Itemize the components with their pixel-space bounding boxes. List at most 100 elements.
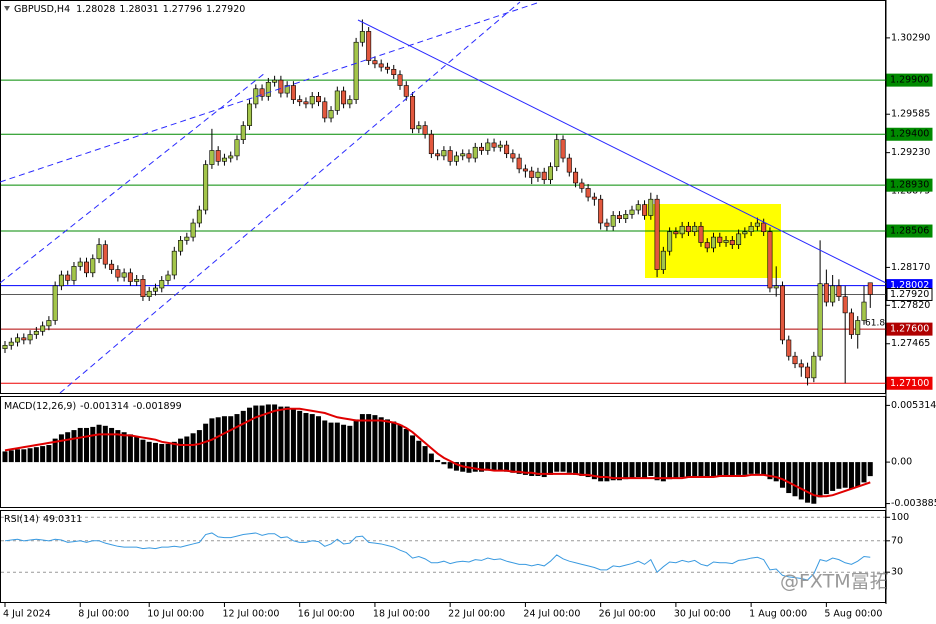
candle-body — [334, 90, 340, 111]
candle-body — [209, 150, 215, 165]
candle-body — [736, 233, 742, 245]
macd-bar — [90, 426, 96, 463]
rsi-title: RSI(14) 49.0311 — [4, 514, 82, 525]
candle-body — [792, 355, 798, 365]
chart-title: GBPUSD,H4 1.28028 1.28031 1.27796 1.27920 — [14, 4, 245, 15]
macd-bar — [861, 462, 867, 483]
macd-bar — [642, 462, 648, 479]
macd-bar — [585, 462, 591, 478]
macd-bar — [115, 430, 121, 463]
candle-body — [660, 250, 666, 270]
symbol: GBPUSD,H4 — [14, 4, 70, 15]
macd-value: -0.001314 — [80, 401, 129, 412]
macd-bar — [479, 462, 485, 472]
macd-bar — [384, 419, 390, 463]
macd-bar — [196, 430, 202, 463]
candle-body — [221, 157, 227, 162]
candle-body — [823, 283, 829, 303]
candle-body — [315, 96, 321, 103]
macd-bar — [278, 406, 284, 463]
candle-body — [848, 312, 854, 335]
x-tick-label: 5 Aug 00:00 — [824, 609, 882, 620]
candle-body — [554, 139, 560, 168]
macd-bar — [372, 415, 378, 463]
candle-body — [303, 101, 309, 105]
macd-bar — [33, 447, 39, 463]
macd-bar — [792, 462, 798, 497]
macd-bar — [855, 462, 861, 487]
candle-body — [616, 215, 622, 219]
candle-body — [692, 225, 698, 232]
y-tick-label: 100 — [891, 512, 909, 523]
candle-body — [466, 153, 472, 159]
macd-bar — [823, 462, 829, 495]
level-label: 1.29900 — [890, 75, 929, 86]
level-label: 1.28002 — [890, 280, 929, 291]
candle-body — [629, 209, 635, 215]
macd-name: MACD(12,26,9) — [4, 401, 76, 412]
candle-body — [391, 68, 397, 76]
candle-body — [453, 155, 459, 162]
macd-bar — [297, 410, 303, 463]
macd-bar — [328, 422, 334, 463]
macd-bar — [341, 424, 347, 463]
y-tick-label: -0.003885 — [891, 498, 936, 509]
macd-bar — [654, 462, 660, 481]
candle-body — [127, 272, 133, 282]
candle-body — [504, 144, 510, 155]
candle-body — [541, 171, 547, 181]
macd-bar — [667, 462, 673, 480]
candle-body — [786, 339, 792, 357]
y-tick-label: 1.27820 — [891, 300, 930, 311]
macd-bar — [604, 462, 610, 482]
candle-body — [579, 182, 585, 189]
plot-layer — [1, 19, 886, 581]
candle-body — [71, 266, 77, 281]
candle-body — [416, 125, 422, 130]
macd-bar — [428, 453, 434, 463]
candle-body — [817, 283, 823, 357]
macd-bar — [830, 462, 836, 491]
x-tick-label: 30 Jul 00:00 — [674, 609, 731, 620]
level-label: 1.29400 — [890, 129, 929, 140]
candle-body — [761, 222, 767, 232]
candle-body — [529, 170, 535, 178]
macd-bar — [673, 462, 679, 479]
candle-body — [717, 236, 723, 243]
macd-bar — [265, 404, 271, 463]
macd-bar — [58, 434, 64, 463]
macd-bar — [798, 462, 804, 500]
macd-bar — [397, 424, 403, 463]
macd-bar — [309, 414, 315, 463]
y-tick-label: 1.29585 — [891, 109, 930, 120]
candle-body — [134, 279, 140, 282]
candle-body — [773, 285, 779, 289]
x-tick-label: 22 Jul 00:00 — [448, 609, 505, 620]
candle-body — [309, 96, 315, 105]
candle-body — [642, 204, 648, 216]
macd-bar — [240, 410, 246, 463]
candle-body — [366, 31, 372, 61]
candle-body — [328, 110, 334, 119]
candle-body — [560, 139, 566, 159]
macd-bar — [660, 462, 666, 482]
macd-bar — [84, 427, 90, 463]
candle-body — [121, 272, 127, 278]
candle-body — [654, 198, 660, 270]
candle-body — [240, 125, 246, 140]
candle-body — [830, 285, 836, 303]
candle-body — [679, 225, 685, 235]
rsi-value: 49.0311 — [43, 514, 82, 525]
macd-bar — [378, 417, 384, 463]
x-tick-label: 18 Jul 00:00 — [373, 609, 430, 620]
symbol-icon — [4, 6, 10, 11]
macd-bar — [767, 462, 773, 480]
level-label-box — [886, 127, 933, 141]
candle-body — [441, 150, 447, 157]
candle-body — [52, 285, 58, 321]
y-tick-label: 1.27465 — [891, 338, 930, 349]
macd-bar — [761, 462, 767, 475]
macd-bar — [171, 441, 177, 463]
macd-bar — [566, 462, 572, 473]
